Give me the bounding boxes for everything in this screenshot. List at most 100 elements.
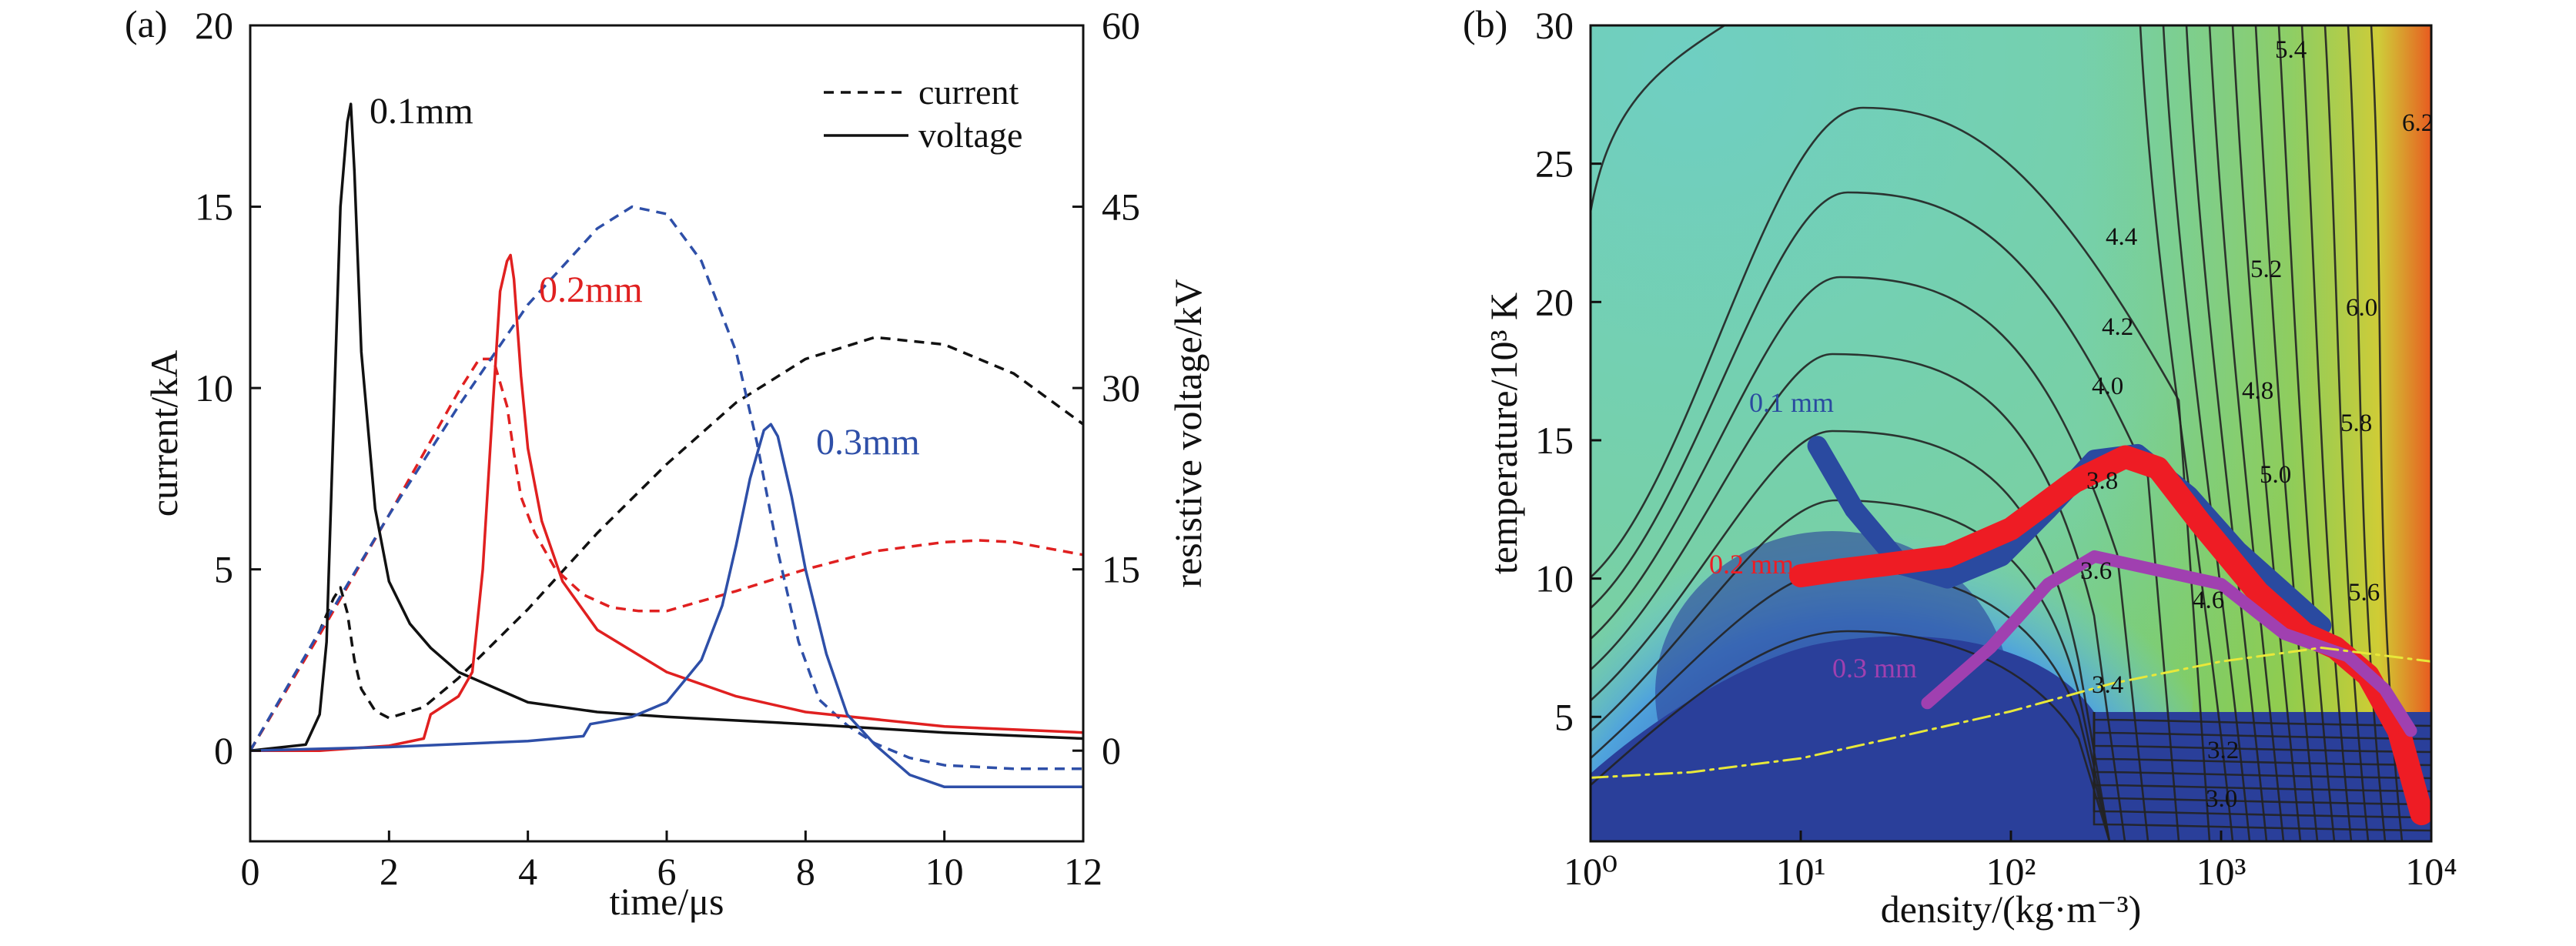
legend-voltage-label: voltage — [918, 115, 1022, 155]
contour-label: 3.4 — [2092, 671, 2123, 699]
panel-b-xlabel: density/(kg·m⁻³) — [1881, 888, 2142, 931]
panel-a-ticks: 0 2 4 6 8 10 12 0 5 10 15 20 0 15 30 45 60 — [195, 4, 1140, 893]
contour-line — [2093, 712, 2431, 727]
y2-tick-label: 60 — [1102, 4, 1140, 47]
y-tick-label: 20 — [1535, 280, 1574, 323]
series-label-0-1mm: 0.1mm — [370, 91, 473, 132]
contour-line — [2093, 712, 2431, 767]
x-tick-label: 2 — [380, 850, 399, 893]
x-tick-label: 10 — [925, 850, 964, 893]
x-tick-label: 0 — [241, 850, 260, 893]
contour-line — [2277, 25, 2336, 841]
series-line — [249, 205, 1083, 771]
contour-label-group: 5.4 6.2 4.4 5.2 6.0 4.2 4.8 4.0 5.8 5.0 … — [2080, 36, 2434, 813]
y-tick-label: 15 — [195, 186, 233, 229]
series-line — [249, 336, 1085, 752]
contour-label: 6.0 — [2346, 294, 2377, 322]
panel-b: 10⁰ 10¹ 10² 10³ 10⁴ 5 10 15 20 25 30 5.4 6.2 4.4 5… — [1463, 2, 2457, 931]
panel-a: 0 2 4 6 8 10 12 0 5 10 15 20 0 15 30 45 60 (a) time/μs c… — [125, 2, 1209, 923]
y-tick-label: 30 — [1535, 4, 1574, 47]
y2-tick-label: 0 — [1102, 729, 1121, 772]
panel-a-series — [249, 102, 1085, 789]
contour-label: 4.2 — [2102, 313, 2133, 341]
contour-line — [2162, 25, 2251, 841]
y2-tick-label: 15 — [1102, 548, 1140, 591]
contour-line — [2139, 25, 2234, 841]
series-line — [249, 102, 1084, 752]
contour-line — [2347, 25, 2387, 841]
x-tick-label: 10² — [1986, 850, 2036, 893]
y-tick-label: 5 — [214, 548, 233, 591]
x-tick-label: 10³ — [2196, 850, 2246, 893]
contour-label: 5.4 — [2275, 36, 2307, 64]
panel-a-label: (a) — [125, 2, 168, 45]
contour-line — [1591, 106, 2211, 841]
contour-line — [2093, 712, 2431, 740]
series-line — [249, 423, 1083, 789]
contour-label: 6.2 — [2402, 109, 2434, 137]
contour-line — [1591, 191, 2180, 841]
legend-current-label: current — [918, 72, 1019, 112]
panel-a-ylabel-right: resistive voltage/kV — [1166, 279, 1209, 587]
contour-line — [2093, 712, 2431, 819]
y-tick-label: 20 — [195, 4, 233, 47]
x-tick-label: 4 — [518, 850, 537, 893]
contour-line — [2208, 25, 2285, 841]
x-tick-label: 12 — [1064, 850, 1102, 893]
trajectory-line — [1591, 647, 2431, 779]
y-tick-label: 5 — [1554, 695, 1574, 738]
trajectory-label-0-1mm: 0.1 mm — [1749, 387, 1834, 418]
contour-line — [2093, 712, 2431, 793]
heatmap-field — [1591, 25, 2431, 841]
contour-line — [2185, 25, 2268, 841]
y-tick-label: 10 — [1535, 557, 1574, 600]
y-tick-label: 0 — [214, 729, 233, 772]
panel-b-ticks: 10⁰ 10¹ 10² 10³ 10⁴ 5 10 15 20 25 30 — [1535, 4, 2457, 893]
contour-line — [1591, 25, 1725, 212]
contour-label: 5.2 — [2250, 256, 2282, 283]
contour-label: 4.4 — [2106, 223, 2137, 251]
contour-label: 5.6 — [2348, 579, 2380, 607]
trajectory-label-0-3mm: 0.3 mm — [1832, 653, 1917, 684]
contour-line — [2093, 712, 2431, 832]
panel-a-ylabel-left: current/kA — [142, 350, 186, 517]
contour-line — [1591, 353, 2126, 841]
y2-tick-label: 45 — [1102, 186, 1140, 229]
panel-b-ylabel: temperature/10³ K — [1482, 292, 1525, 574]
contour-label: 4.8 — [2242, 377, 2273, 405]
heatmap-deep-blue-region — [1591, 636, 2431, 841]
panel-a-xlabel: time/μs — [609, 880, 724, 923]
panel-b-label: (b) — [1463, 2, 1507, 45]
contour-line — [2231, 25, 2302, 841]
contour-line — [2093, 712, 2431, 806]
contour-lines — [1591, 25, 2431, 841]
contour-line — [1591, 630, 2111, 841]
trajectories — [1591, 436, 2431, 826]
x-tick-label: 6 — [657, 850, 677, 893]
y2-tick-label: 30 — [1102, 366, 1140, 409]
contour-label: 4.6 — [2193, 587, 2224, 614]
contour-line — [2323, 25, 2370, 841]
contour-line — [1591, 276, 2149, 841]
contour-label: 5.8 — [2340, 409, 2372, 437]
series-line — [250, 253, 1084, 752]
contour-line — [1591, 430, 2111, 841]
panel-a-legend: current voltage — [824, 72, 1022, 155]
x-tick-label: 10⁴ — [2405, 850, 2457, 893]
contour-label: 3.0 — [2206, 785, 2237, 813]
trajectory-line — [1921, 550, 2417, 737]
contour-label: 4.0 — [2092, 373, 2123, 400]
contour-label: 3.2 — [2207, 737, 2239, 764]
contour-line — [2300, 25, 2353, 841]
y-tick-label: 10 — [195, 366, 233, 409]
trajectory-label-0-2mm: 0.2 mm — [1709, 549, 1794, 580]
x-tick-label: 8 — [796, 850, 815, 893]
x-tick-label: 10¹ — [1776, 850, 1826, 893]
contour-line — [2254, 25, 2319, 841]
series-label-0-2mm: 0.2mm — [539, 269, 643, 310]
series-line — [249, 357, 1084, 752]
contour-label: 3.8 — [2086, 467, 2118, 495]
contour-line — [2093, 712, 2431, 780]
contour-label: 3.6 — [2080, 557, 2112, 585]
